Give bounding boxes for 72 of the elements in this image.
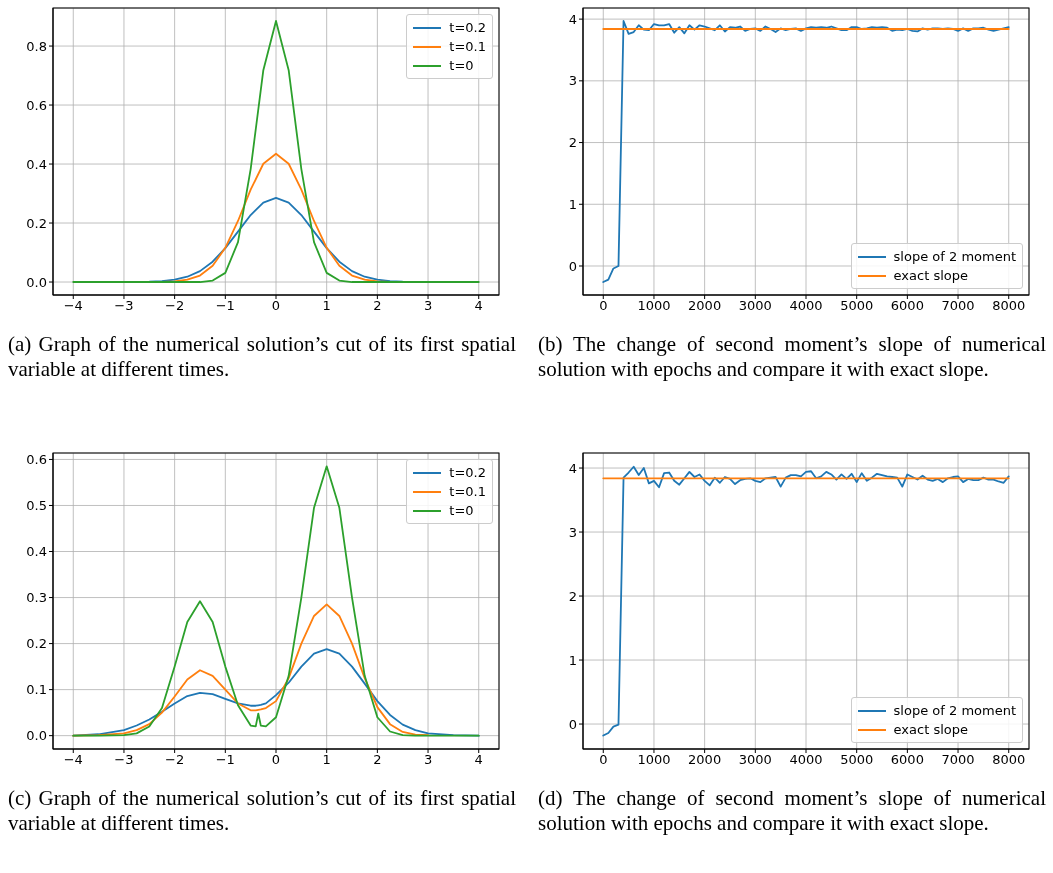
- x-tick-label: 3: [423, 298, 433, 314]
- x-tick-label: 1000: [637, 298, 671, 314]
- x-tick-label: −2: [165, 298, 185, 314]
- y-tick-label: 2: [568, 135, 577, 151]
- x-tick-label: 2: [373, 752, 382, 768]
- x-tick-label: 6000: [890, 298, 924, 314]
- x-tick-label: −1: [215, 752, 235, 768]
- legend-label: t=0: [449, 503, 474, 518]
- legend-label: t=0.2: [449, 20, 486, 35]
- x-tick-label: 4000: [789, 752, 823, 768]
- x-tick-label: 0: [271, 298, 281, 314]
- y-tick-label: 0.5: [26, 498, 47, 514]
- text: (c) Graph of the numerical solution’s cut of its first spatial variable at different times.: [8, 786, 516, 836]
- x-tick-label: −4: [63, 752, 83, 768]
- legend-label: t=0.1: [449, 484, 486, 499]
- x-tick-label: −4: [63, 298, 83, 314]
- y-tick-label: 0.2: [26, 215, 47, 231]
- x-tick-label: 0: [599, 298, 608, 314]
- x-tick-label: 8000: [992, 752, 1026, 768]
- legend-label: slope of 2 moment: [893, 249, 1016, 264]
- x-tick-label: 1000: [637, 752, 671, 768]
- y-tick-label: 3: [568, 524, 577, 540]
- text: (a) Graph of the numerical solution’s cut of its first spatial variable at different times.: [8, 332, 516, 382]
- y-tick-label: 0.8: [26, 38, 47, 54]
- x-tick-label: 7000: [941, 298, 975, 314]
- y-tick-label: 0.0: [26, 728, 47, 744]
- x-tick-label: 2000: [688, 752, 722, 768]
- y-tick-label: 0.4: [26, 156, 47, 172]
- y-tick-label: 0: [568, 716, 577, 732]
- x-tick-label: −2: [165, 752, 185, 768]
- y-tick-label: 0.2: [26, 636, 47, 652]
- legend-label: slope of 2 moment: [893, 703, 1016, 718]
- x-tick-label: 2: [373, 298, 382, 314]
- x-tick-label: 5000: [840, 298, 874, 314]
- x-tick-label: 5000: [840, 752, 874, 768]
- x-tick-label: 1: [322, 298, 331, 314]
- text: (b) The change of second moment’s slope of numerical solution with epochs and compare it with exact slope.: [538, 332, 1046, 382]
- x-tick-label: 0: [599, 752, 608, 768]
- y-tick-label: 1: [568, 652, 577, 668]
- y-tick-label: 0.3: [26, 590, 47, 606]
- legend-label: t=0.1: [449, 39, 486, 54]
- x-tick-label: 4: [474, 752, 483, 768]
- x-tick-label: 7000: [941, 752, 975, 768]
- x-tick-label: 2000: [688, 298, 722, 314]
- x-tick-label: 3: [423, 752, 433, 768]
- x-tick-label: 4000: [789, 298, 823, 314]
- legend-label: t=0: [449, 58, 474, 73]
- legend-label: exact slope: [893, 722, 968, 737]
- x-tick-label: 3000: [738, 298, 772, 314]
- x-tick-label: −3: [114, 298, 134, 314]
- x-tick-label: 6000: [890, 752, 924, 768]
- text: (d) The change of second moment’s slope of numerical solution with epochs and compare it with exact slope.: [538, 786, 1046, 836]
- y-tick-label: 0.1: [26, 682, 47, 698]
- y-tick-label: 4: [568, 460, 577, 476]
- x-tick-label: −3: [114, 752, 134, 768]
- y-tick-label: 0.6: [26, 452, 47, 468]
- legend-label: t=0.2: [449, 465, 486, 480]
- y-tick-label: 0.4: [26, 544, 47, 560]
- y-tick-label: 1: [568, 196, 577, 212]
- x-tick-label: 4: [474, 298, 483, 314]
- x-tick-label: 0: [271, 752, 281, 768]
- y-tick-label: 3: [568, 73, 577, 89]
- y-tick-label: 2: [568, 588, 577, 604]
- legend-label: exact slope: [893, 268, 968, 283]
- y-tick-label: 4: [568, 11, 577, 27]
- y-tick-label: 0: [568, 258, 577, 274]
- y-tick-label: 0.6: [26, 97, 47, 113]
- x-tick-label: −1: [215, 298, 235, 314]
- x-tick-label: 1: [322, 752, 331, 768]
- y-tick-label: 0.0: [26, 274, 47, 290]
- x-tick-label: 3000: [738, 752, 772, 768]
- x-tick-label: 8000: [992, 298, 1026, 314]
